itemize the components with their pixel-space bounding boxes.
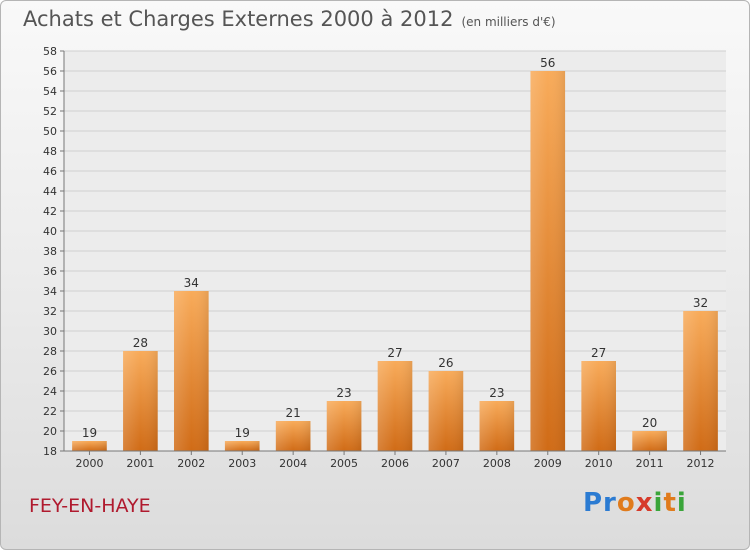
x-tick-label: 2010 [585, 457, 613, 470]
x-tick-label: 2008 [483, 457, 511, 470]
bar-shade [275, 421, 311, 451]
bar-shade [428, 371, 464, 451]
bar-shade [123, 351, 158, 451]
x-tick-label: 2004 [279, 457, 307, 470]
y-tick-label: 50 [43, 125, 57, 138]
y-tick-label: 30 [43, 325, 57, 338]
x-tick-label: 2001 [126, 457, 154, 470]
y-tick-label: 52 [43, 105, 57, 118]
proxiti-logo: Proxiti [583, 488, 687, 518]
bar-value-label: 56 [540, 56, 555, 70]
chart-unit: (en milliers d'€) [461, 15, 556, 29]
y-tick-label: 58 [43, 45, 57, 58]
bar-shade [683, 311, 718, 451]
y-tick-label: 26 [43, 365, 57, 378]
bar-value-label: 23 [336, 386, 351, 400]
bars [72, 71, 718, 451]
bar-value-label: 34 [184, 276, 199, 290]
x-tick-label: 2012 [687, 457, 715, 470]
y-tick-label: 56 [43, 65, 57, 78]
bar-value-label: 27 [387, 346, 402, 360]
y-tick-label: 18 [43, 445, 57, 458]
y-tick-label: 24 [43, 385, 57, 398]
x-tick-label: 2002 [177, 457, 205, 470]
bar-shade [326, 401, 362, 451]
bar-value-label: 21 [286, 406, 301, 420]
y-tick-label: 22 [43, 405, 57, 418]
y-tick-label: 48 [43, 145, 57, 158]
commune-name: FEY-EN-HAYE [29, 495, 151, 517]
x-tick-label: 2007 [432, 457, 460, 470]
x-tick-label: 2009 [534, 457, 562, 470]
bar-shade [581, 361, 617, 451]
y-tick-label: 40 [43, 225, 57, 238]
x-tick-label: 2006 [381, 457, 409, 470]
bar-shade [224, 441, 260, 451]
bar-value-label: 23 [489, 386, 504, 400]
y-tick-label: 54 [43, 85, 57, 98]
y-tick-label: 44 [43, 185, 57, 198]
bar-value-label: 32 [693, 296, 708, 310]
bar-value-label: 19 [235, 426, 250, 440]
bar-shade [72, 441, 107, 451]
y-tick-label: 36 [43, 265, 57, 278]
bar-shade [173, 291, 209, 451]
bar-value-label: 27 [591, 346, 606, 360]
data-labels: 19 28 34 19 21 23 27 26 23 56 27 20 32 [82, 56, 708, 440]
x-axis: 2000 2001 2002 2003 2004 2005 2006 2007 2008 2009… [64, 450, 726, 470]
x-tick-label: 2000 [75, 457, 103, 470]
bar-value-label: 26 [438, 356, 453, 370]
y-tick-label: 34 [43, 285, 57, 298]
x-tick-label: 2011 [636, 457, 664, 470]
y-tick-label: 32 [43, 305, 57, 318]
chart-title: Achats et Charges Externes 2000 à 2012 (e… [23, 7, 556, 31]
bar-shade [632, 431, 667, 451]
bar-shade [479, 401, 515, 451]
bar-value-label: 20 [642, 416, 657, 430]
y-tick-label: 46 [43, 165, 57, 178]
y-tick-label: 42 [43, 205, 57, 218]
x-tick-label: 2003 [228, 457, 256, 470]
y-tick-label: 38 [43, 245, 57, 258]
chart-title-text: Achats et Charges Externes 2000 à 2012 [23, 7, 454, 31]
x-tick-label: 2005 [330, 457, 358, 470]
bar-shade [530, 71, 566, 451]
bar-value-label: 28 [133, 336, 148, 350]
y-tick-label: 28 [43, 345, 57, 358]
bar-value-label: 19 [82, 426, 97, 440]
bar-shade [377, 361, 413, 451]
y-tick-label: 20 [43, 425, 57, 438]
y-axis: 18 20 22 24 26 28 30 32 34 36 38 40 42 44 46 48 50 52 54 56… [43, 45, 65, 458]
